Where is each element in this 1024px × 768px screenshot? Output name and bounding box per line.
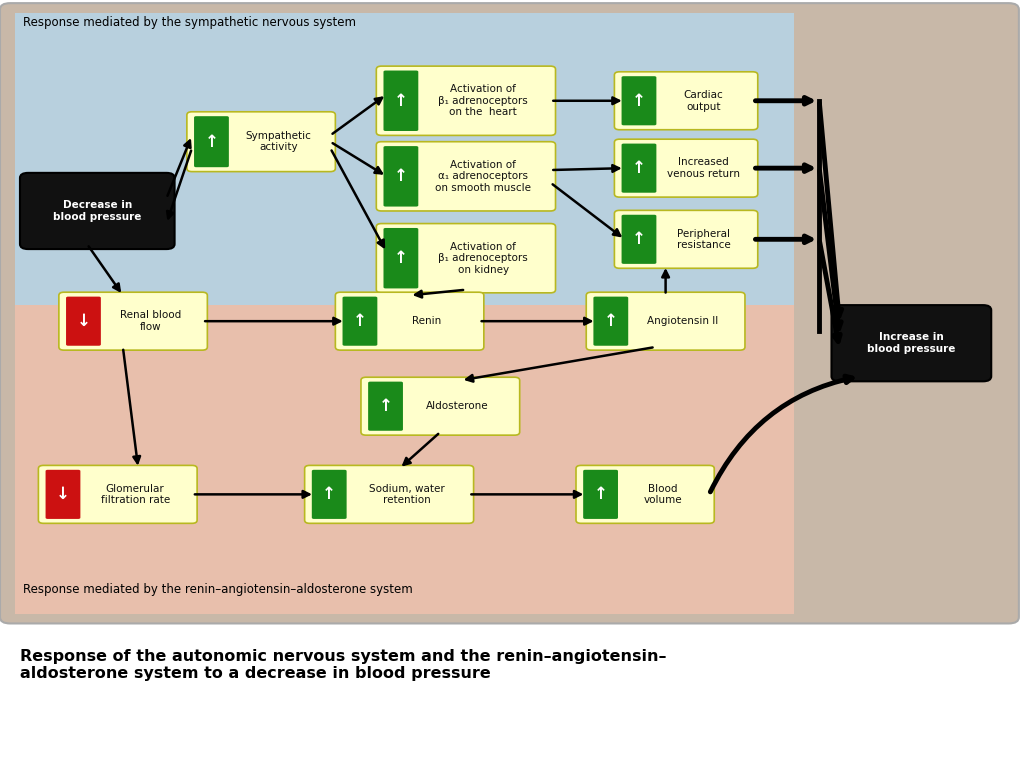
Text: Activation of
α₁ adrenoceptors
on smooth muscle: Activation of α₁ adrenoceptors on smooth… bbox=[435, 160, 531, 193]
Text: Glomerular
filtration rate: Glomerular filtration rate bbox=[100, 484, 170, 505]
FancyBboxPatch shape bbox=[614, 139, 758, 197]
FancyBboxPatch shape bbox=[831, 305, 991, 382]
Text: ↑: ↑ bbox=[632, 159, 646, 177]
FancyBboxPatch shape bbox=[336, 292, 484, 350]
Text: Angiotensin II: Angiotensin II bbox=[647, 316, 719, 326]
FancyBboxPatch shape bbox=[46, 470, 81, 519]
Text: Activation of
β₁ adrenoceptors
on the  heart: Activation of β₁ adrenoceptors on the he… bbox=[438, 84, 528, 118]
FancyBboxPatch shape bbox=[586, 292, 745, 350]
Text: Peripheral
resistance: Peripheral resistance bbox=[677, 229, 730, 250]
FancyBboxPatch shape bbox=[594, 296, 629, 346]
Text: Decrease in
blood pressure: Decrease in blood pressure bbox=[53, 200, 141, 222]
Text: Response mediated by the renin–angiotensin–aldosterone system: Response mediated by the renin–angiotens… bbox=[23, 582, 413, 595]
FancyBboxPatch shape bbox=[377, 142, 555, 211]
Text: ↓: ↓ bbox=[77, 312, 90, 330]
FancyBboxPatch shape bbox=[622, 215, 656, 264]
Text: Aldosterone: Aldosterone bbox=[426, 401, 489, 411]
FancyBboxPatch shape bbox=[622, 144, 656, 193]
FancyBboxPatch shape bbox=[377, 66, 555, 135]
FancyBboxPatch shape bbox=[369, 382, 402, 431]
Text: Renin: Renin bbox=[413, 316, 441, 326]
Text: Renal blood
flow: Renal blood flow bbox=[120, 310, 181, 332]
FancyBboxPatch shape bbox=[584, 470, 618, 519]
Text: Blood
volume: Blood volume bbox=[643, 484, 682, 505]
Text: Sympathetic
activity: Sympathetic activity bbox=[246, 131, 311, 153]
Text: Response of the autonomic nervous system and the renin–angiotensin–
aldosterone : Response of the autonomic nervous system… bbox=[20, 649, 667, 681]
FancyBboxPatch shape bbox=[794, 12, 1009, 614]
Text: Cardiac
output: Cardiac output bbox=[684, 90, 723, 111]
Text: ↑: ↑ bbox=[394, 249, 408, 267]
FancyBboxPatch shape bbox=[39, 465, 197, 523]
FancyBboxPatch shape bbox=[383, 146, 418, 207]
FancyBboxPatch shape bbox=[342, 296, 378, 346]
FancyBboxPatch shape bbox=[614, 210, 758, 268]
FancyBboxPatch shape bbox=[614, 71, 758, 130]
Text: Increased
venous return: Increased venous return bbox=[667, 157, 740, 179]
FancyBboxPatch shape bbox=[377, 223, 555, 293]
FancyBboxPatch shape bbox=[66, 296, 100, 346]
Text: ↑: ↑ bbox=[353, 312, 367, 330]
Text: ↑: ↑ bbox=[604, 312, 617, 330]
FancyBboxPatch shape bbox=[15, 306, 794, 614]
FancyBboxPatch shape bbox=[311, 470, 346, 519]
FancyBboxPatch shape bbox=[575, 465, 715, 523]
FancyBboxPatch shape bbox=[305, 465, 473, 523]
Text: Response mediated by the sympathetic nervous system: Response mediated by the sympathetic ner… bbox=[23, 16, 355, 28]
Text: Increase in
blood pressure: Increase in blood pressure bbox=[867, 333, 955, 354]
FancyBboxPatch shape bbox=[360, 377, 519, 435]
Text: ↓: ↓ bbox=[56, 485, 70, 503]
FancyBboxPatch shape bbox=[15, 12, 794, 306]
FancyBboxPatch shape bbox=[622, 76, 656, 125]
FancyBboxPatch shape bbox=[186, 112, 336, 171]
FancyBboxPatch shape bbox=[195, 116, 229, 167]
Text: ↑: ↑ bbox=[379, 397, 392, 415]
Text: ↑: ↑ bbox=[323, 485, 336, 503]
Text: ↑: ↑ bbox=[632, 230, 646, 248]
Text: ↑: ↑ bbox=[632, 91, 646, 110]
FancyBboxPatch shape bbox=[19, 173, 174, 249]
Text: ↑: ↑ bbox=[394, 91, 408, 110]
Text: ↑: ↑ bbox=[394, 167, 408, 185]
Text: Sodium, water
retention: Sodium, water retention bbox=[369, 484, 444, 505]
Text: ↑: ↑ bbox=[205, 133, 218, 151]
FancyBboxPatch shape bbox=[59, 292, 207, 350]
Text: ↑: ↑ bbox=[594, 485, 607, 503]
FancyBboxPatch shape bbox=[383, 71, 418, 131]
FancyBboxPatch shape bbox=[0, 3, 1019, 624]
Text: Activation of
β₁ adrenoceptors
on kidney: Activation of β₁ adrenoceptors on kidney bbox=[438, 242, 528, 275]
FancyBboxPatch shape bbox=[383, 228, 418, 289]
